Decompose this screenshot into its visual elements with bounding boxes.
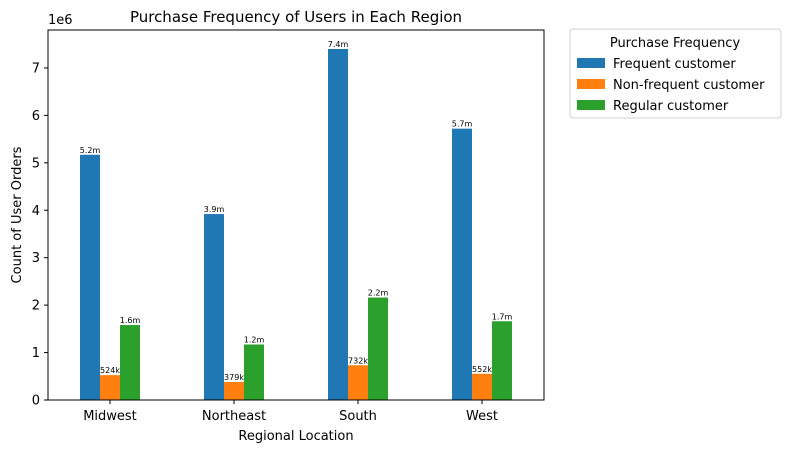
legend-swatch	[577, 58, 605, 68]
bar-frequent-customer-northeast	[204, 214, 224, 400]
legend-entry-label: Non-frequent customer	[613, 78, 765, 93]
y-ticks-layer: 0 1 2 3 4 5 6 7	[32, 61, 48, 409]
x-tick-label: Northeast	[202, 409, 266, 424]
x-tick-label: South	[339, 409, 377, 424]
bar-data-label: 1.2m	[244, 336, 265, 345]
bar-labels-layer: 5.2m 524k 1.6m 3.9m 379k 1.2m 7.4m 732k 2.2m 5.7m…	[80, 40, 513, 382]
bar-non-frequent-customer-west	[472, 373, 492, 400]
y-tick-label: 4	[32, 204, 40, 219]
legend-swatch	[577, 100, 605, 110]
y-tick-label: 3	[32, 251, 40, 266]
y-tick-label: 0	[32, 394, 40, 409]
y-tick-label: 6	[32, 109, 40, 124]
bar-non-frequent-customer-northeast	[224, 382, 244, 400]
bar-regular-customer-midwest	[120, 325, 140, 400]
bar-data-label: 552k	[472, 365, 492, 374]
x-tick-label: West	[466, 409, 498, 424]
bar-regular-customer-northeast	[244, 344, 264, 400]
bar-data-label: 5.2m	[80, 146, 101, 155]
bar-regular-customer-west	[492, 321, 512, 400]
x-tick-label: Midwest	[83, 409, 137, 424]
y-tick-label: 1	[32, 346, 40, 361]
x-axis-label: Regional Location	[238, 429, 353, 444]
bar-data-label: 524k	[100, 366, 120, 375]
bar-data-label: 7.4m	[328, 40, 349, 49]
legend-title: Purchase Frequency	[610, 36, 741, 51]
y-tick-label: 7	[32, 61, 40, 76]
legend-box	[569, 28, 782, 119]
bar-data-label: 1.7m	[492, 312, 513, 321]
bar-data-label: 2.2m	[368, 289, 389, 298]
y-axis-offset-label: 1e6	[48, 13, 73, 28]
plot-frame	[47, 29, 545, 401]
legend-entry-label: Frequent customer	[613, 57, 736, 72]
bar-frequent-customer-midwest	[80, 154, 100, 400]
bar-data-label: 379k	[224, 373, 244, 382]
y-tick-label: 5	[32, 156, 40, 171]
legend-swatch	[577, 79, 605, 89]
bar-data-label: 1.6m	[120, 316, 141, 325]
bar-frequent-customer-west	[452, 128, 472, 400]
bar-frequent-customer-south	[328, 48, 348, 400]
bar-data-label: 3.9m	[204, 205, 225, 214]
bar-regular-customer-south	[368, 297, 388, 400]
chart-title: Purchase Frequency of Users in Each Regi…	[130, 8, 462, 26]
bars-layer	[80, 48, 512, 400]
x-ticks-layer: Midwest Northeast South West	[83, 400, 498, 424]
bar-non-frequent-customer-midwest	[100, 375, 120, 400]
bar-data-label: 732k	[348, 356, 368, 365]
legend-entry-label: Regular customer	[613, 99, 729, 114]
legend: Purchase Frequency Frequent customer Non-…	[569, 28, 782, 119]
bar-non-frequent-customer-south	[348, 365, 368, 400]
bar-data-label: 5.7m	[452, 120, 473, 129]
y-tick-label: 2	[32, 299, 40, 314]
y-axis-label: Count of User Orders	[10, 146, 25, 283]
